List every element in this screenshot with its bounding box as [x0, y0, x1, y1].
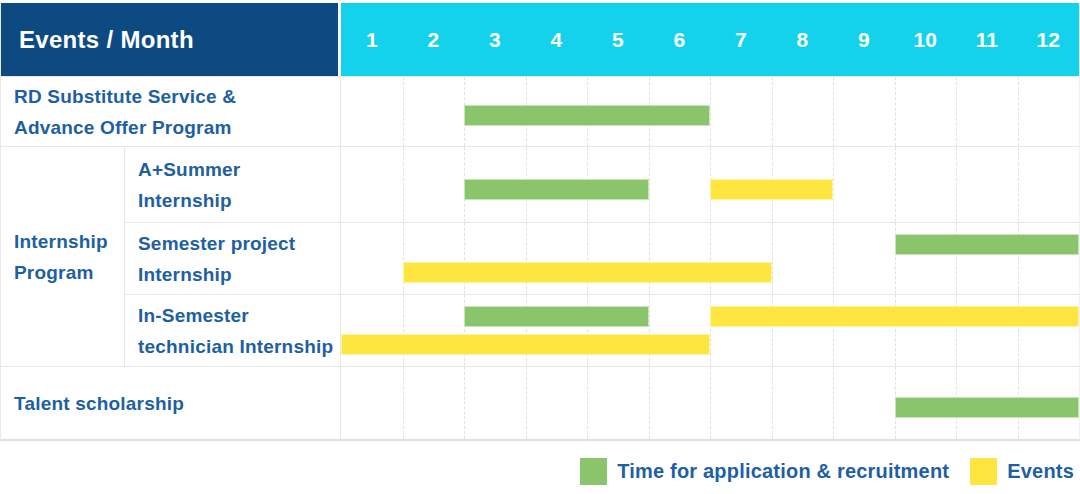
month-gridline	[464, 223, 465, 294]
chart-row-semester-project-internship	[341, 222, 1079, 294]
month-header-10: 10	[895, 3, 957, 76]
month-gridline	[956, 77, 957, 146]
event-swatch-icon	[970, 458, 997, 485]
month-header-8: 8	[772, 3, 834, 76]
recruitment-bar	[464, 306, 649, 327]
month-gridline	[710, 77, 711, 146]
month-gridline	[403, 77, 404, 146]
month-gridline	[587, 367, 588, 439]
month-gridline	[649, 295, 650, 366]
row-label-a-plus-summer-internship: A+Summer Internship	[125, 146, 341, 222]
recruitment-bar	[464, 105, 710, 126]
month-gridline	[833, 77, 834, 146]
month-gridline	[895, 77, 896, 146]
chart-row-talent-scholarship	[341, 366, 1079, 439]
legend-item-events: Events	[970, 458, 1074, 485]
month-gridline	[710, 367, 711, 439]
month-header-11: 11	[956, 3, 1018, 76]
month-gridline	[1018, 147, 1019, 222]
event-bar	[341, 334, 710, 355]
legend: Time for application & recruitment Event…	[0, 441, 1080, 485]
recruitment-bar	[464, 179, 649, 200]
month-gridline	[772, 223, 773, 294]
group-label-internship-program: Internship Program	[1, 146, 125, 366]
recruitment-bar	[895, 234, 1080, 255]
chart-row-rd-substitute	[341, 76, 1079, 146]
month-header-2: 2	[403, 3, 465, 76]
row-label-talent-scholarship: Talent scholarship	[1, 366, 341, 439]
legend-item-recruitment: Time for application & recruitment	[580, 458, 949, 485]
row-label-line: technician Internship	[138, 331, 340, 362]
row-label-line: Talent scholarship	[14, 388, 340, 419]
row-label-line: In-Semester	[138, 300, 340, 331]
legend-label: Events	[1007, 460, 1074, 483]
row-label-line: RD Substitute Service &	[14, 81, 340, 112]
month-gridline	[403, 295, 404, 366]
month-header-4: 4	[526, 3, 588, 76]
month-header-6: 6	[649, 3, 711, 76]
row-label-semester-project-internship: Semester project Internship	[125, 222, 341, 294]
header-title: Events / Month	[19, 26, 194, 54]
event-bar	[403, 262, 772, 283]
event-bar	[710, 306, 1079, 327]
row-label-line: Semester project	[138, 228, 340, 259]
month-header-7: 7	[710, 3, 772, 76]
chart-row-a-plus-summer-internship	[341, 146, 1079, 222]
month-gridline	[895, 147, 896, 222]
row-label-line: Internship	[138, 185, 340, 216]
month-gridline	[772, 367, 773, 439]
month-header-9: 9	[833, 3, 895, 76]
recruitment-bar	[895, 397, 1080, 418]
group-label-line: Internship	[14, 226, 124, 257]
month-gridline	[587, 223, 588, 294]
legend-label: Time for application & recruitment	[617, 460, 949, 483]
month-header-1: 1	[341, 3, 403, 76]
month-gridline	[833, 367, 834, 439]
row-label-rd-substitute: RD Substitute Service & Advance Offer Pr…	[1, 76, 341, 146]
row-label-in-semester-technician-internship: In-Semester technician Internship	[125, 294, 341, 366]
month-gridline	[526, 367, 527, 439]
month-header-3: 3	[464, 3, 526, 76]
month-gridline	[649, 147, 650, 222]
month-gridline	[526, 223, 527, 294]
month-gridline	[833, 223, 834, 294]
month-gridline	[403, 367, 404, 439]
row-label-line: Internship	[138, 259, 340, 290]
row-label-line: Advance Offer Program	[14, 112, 340, 143]
month-gridline	[464, 367, 465, 439]
month-header-12: 12	[1018, 3, 1080, 76]
month-header-5: 5	[587, 3, 649, 76]
internship-schedule-page: Events / Month 1 2 3 4 5 6 7 8 9 10 11 1…	[0, 0, 1080, 494]
month-gridline	[772, 77, 773, 146]
month-gridline	[710, 223, 711, 294]
schedule-table: Events / Month 1 2 3 4 5 6 7 8 9 10 11 1…	[0, 3, 1080, 441]
row-label-line: A+Summer	[138, 154, 340, 185]
month-gridline	[1018, 77, 1019, 146]
group-label-line: Program	[14, 257, 124, 288]
month-gridline	[403, 147, 404, 222]
recruitment-swatch-icon	[580, 458, 607, 485]
month-gridline	[833, 147, 834, 222]
month-gridline	[649, 367, 650, 439]
month-gridline	[403, 223, 404, 294]
event-bar	[710, 179, 833, 200]
chart-row-in-semester-technician-internship	[341, 294, 1079, 366]
header-events-month-cell: Events / Month	[1, 3, 341, 76]
month-gridline	[956, 147, 957, 222]
month-gridline	[649, 223, 650, 294]
